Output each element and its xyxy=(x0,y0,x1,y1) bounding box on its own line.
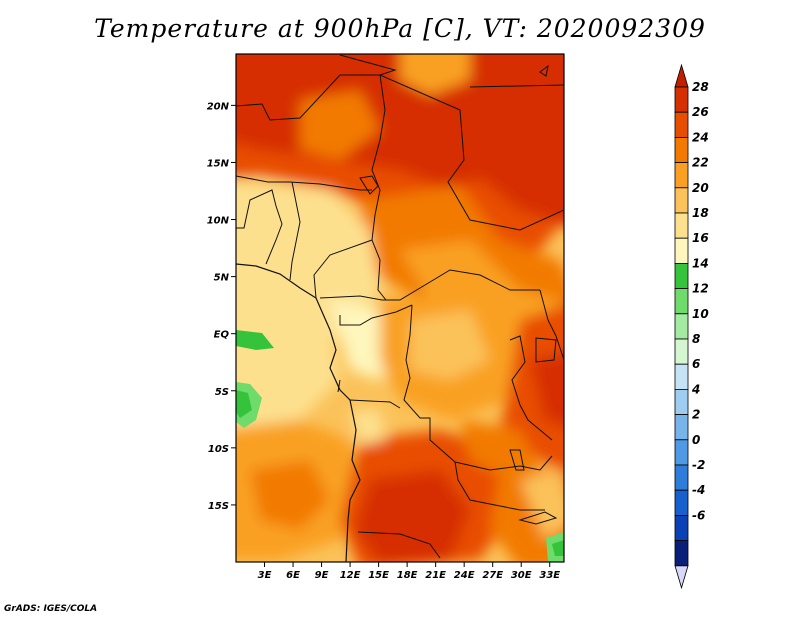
colorbar-swatch xyxy=(674,288,689,315)
colorbar-label: 16 xyxy=(692,231,709,245)
y-tick-label: 15N xyxy=(207,158,230,169)
colorbar-swatch xyxy=(674,489,689,516)
country-borders xyxy=(236,54,564,562)
y-tick-label: 10S xyxy=(208,444,229,455)
colorbar-swatch xyxy=(674,212,689,239)
colorbar-label: -6 xyxy=(692,508,705,522)
colorbar-label: 18 xyxy=(692,206,709,220)
y-tick-label: EQ xyxy=(214,330,230,341)
colorbar-swatch xyxy=(674,515,689,542)
x-axis: 3E 6E 9E 12E 15E 18E 21E 24E 27E 30E 33E xyxy=(258,562,560,581)
chart-title: Temperature at 900hPa [C], VT: 202009230… xyxy=(94,14,706,43)
colorbar-swatch xyxy=(674,363,689,390)
colorbar-label: 14 xyxy=(692,256,709,270)
colorbar-label: -2 xyxy=(692,458,705,472)
colorbar-label: 8 xyxy=(692,332,700,346)
colorbar-bottom-arrow xyxy=(674,565,689,590)
y-tick-label: 5N xyxy=(214,273,230,284)
y-tick-label: 15S xyxy=(208,501,229,512)
colorbar-swatch xyxy=(674,414,689,441)
y-axis: 20N 15N 10N 5N EQ 5S 10S 15S xyxy=(207,101,236,512)
colorbar-label: 2 xyxy=(692,408,700,422)
x-tick-label: 15E xyxy=(368,570,389,581)
x-tick-label: 21E xyxy=(425,570,446,581)
x-tick-label: 24E xyxy=(454,570,475,581)
colorbar-swatch xyxy=(674,540,689,567)
x-tick-label: 33E xyxy=(539,570,560,581)
colorbar-label: 26 xyxy=(692,105,709,119)
colorbar-swatch xyxy=(674,262,689,289)
colorbar-label: 28 xyxy=(692,80,709,94)
colorbar-label: 4 xyxy=(691,382,700,396)
colorbar-label: 20 xyxy=(692,181,709,195)
colorbar-label: -4 xyxy=(692,483,705,497)
x-tick-label: 18E xyxy=(397,570,418,581)
colorbar-label: 22 xyxy=(692,156,709,170)
colorbar-swatch xyxy=(674,187,689,214)
colorbar-label: 12 xyxy=(692,282,709,296)
y-tick-label: 20N xyxy=(207,101,230,112)
credit-text: GrADS: IGES/COLA xyxy=(4,604,98,614)
x-tick-label: 12E xyxy=(340,570,361,581)
colorbar-swatch xyxy=(674,439,689,466)
colorbar-swatch xyxy=(674,136,689,163)
colorbar-swatch xyxy=(674,162,689,189)
colorbar-swatch xyxy=(674,464,689,491)
colorbar-swatch xyxy=(674,237,689,264)
y-tick-label: 5S xyxy=(215,387,229,398)
x-tick-label: 9E xyxy=(315,570,329,581)
y-tick-label: 10N xyxy=(207,216,230,227)
colorbar-label: 24 xyxy=(692,130,709,144)
x-tick-label: 30E xyxy=(511,570,532,581)
colorbar-swatch xyxy=(674,86,689,113)
colorbar-swatch xyxy=(674,388,689,415)
map-frame xyxy=(235,53,565,563)
colorbar-swatch xyxy=(674,313,689,340)
colorbar-swatch xyxy=(674,111,689,138)
colorbar-label: 6 xyxy=(692,357,700,371)
x-tick-label: 27E xyxy=(482,570,503,581)
colorbar-swatch xyxy=(674,338,689,365)
colorbar-label: 10 xyxy=(692,307,709,321)
colorbar-top-arrow xyxy=(674,63,689,88)
x-tick-label: 6E xyxy=(286,570,300,581)
colorbar-label: 0 xyxy=(692,433,700,447)
x-tick-label: 3E xyxy=(258,570,272,581)
